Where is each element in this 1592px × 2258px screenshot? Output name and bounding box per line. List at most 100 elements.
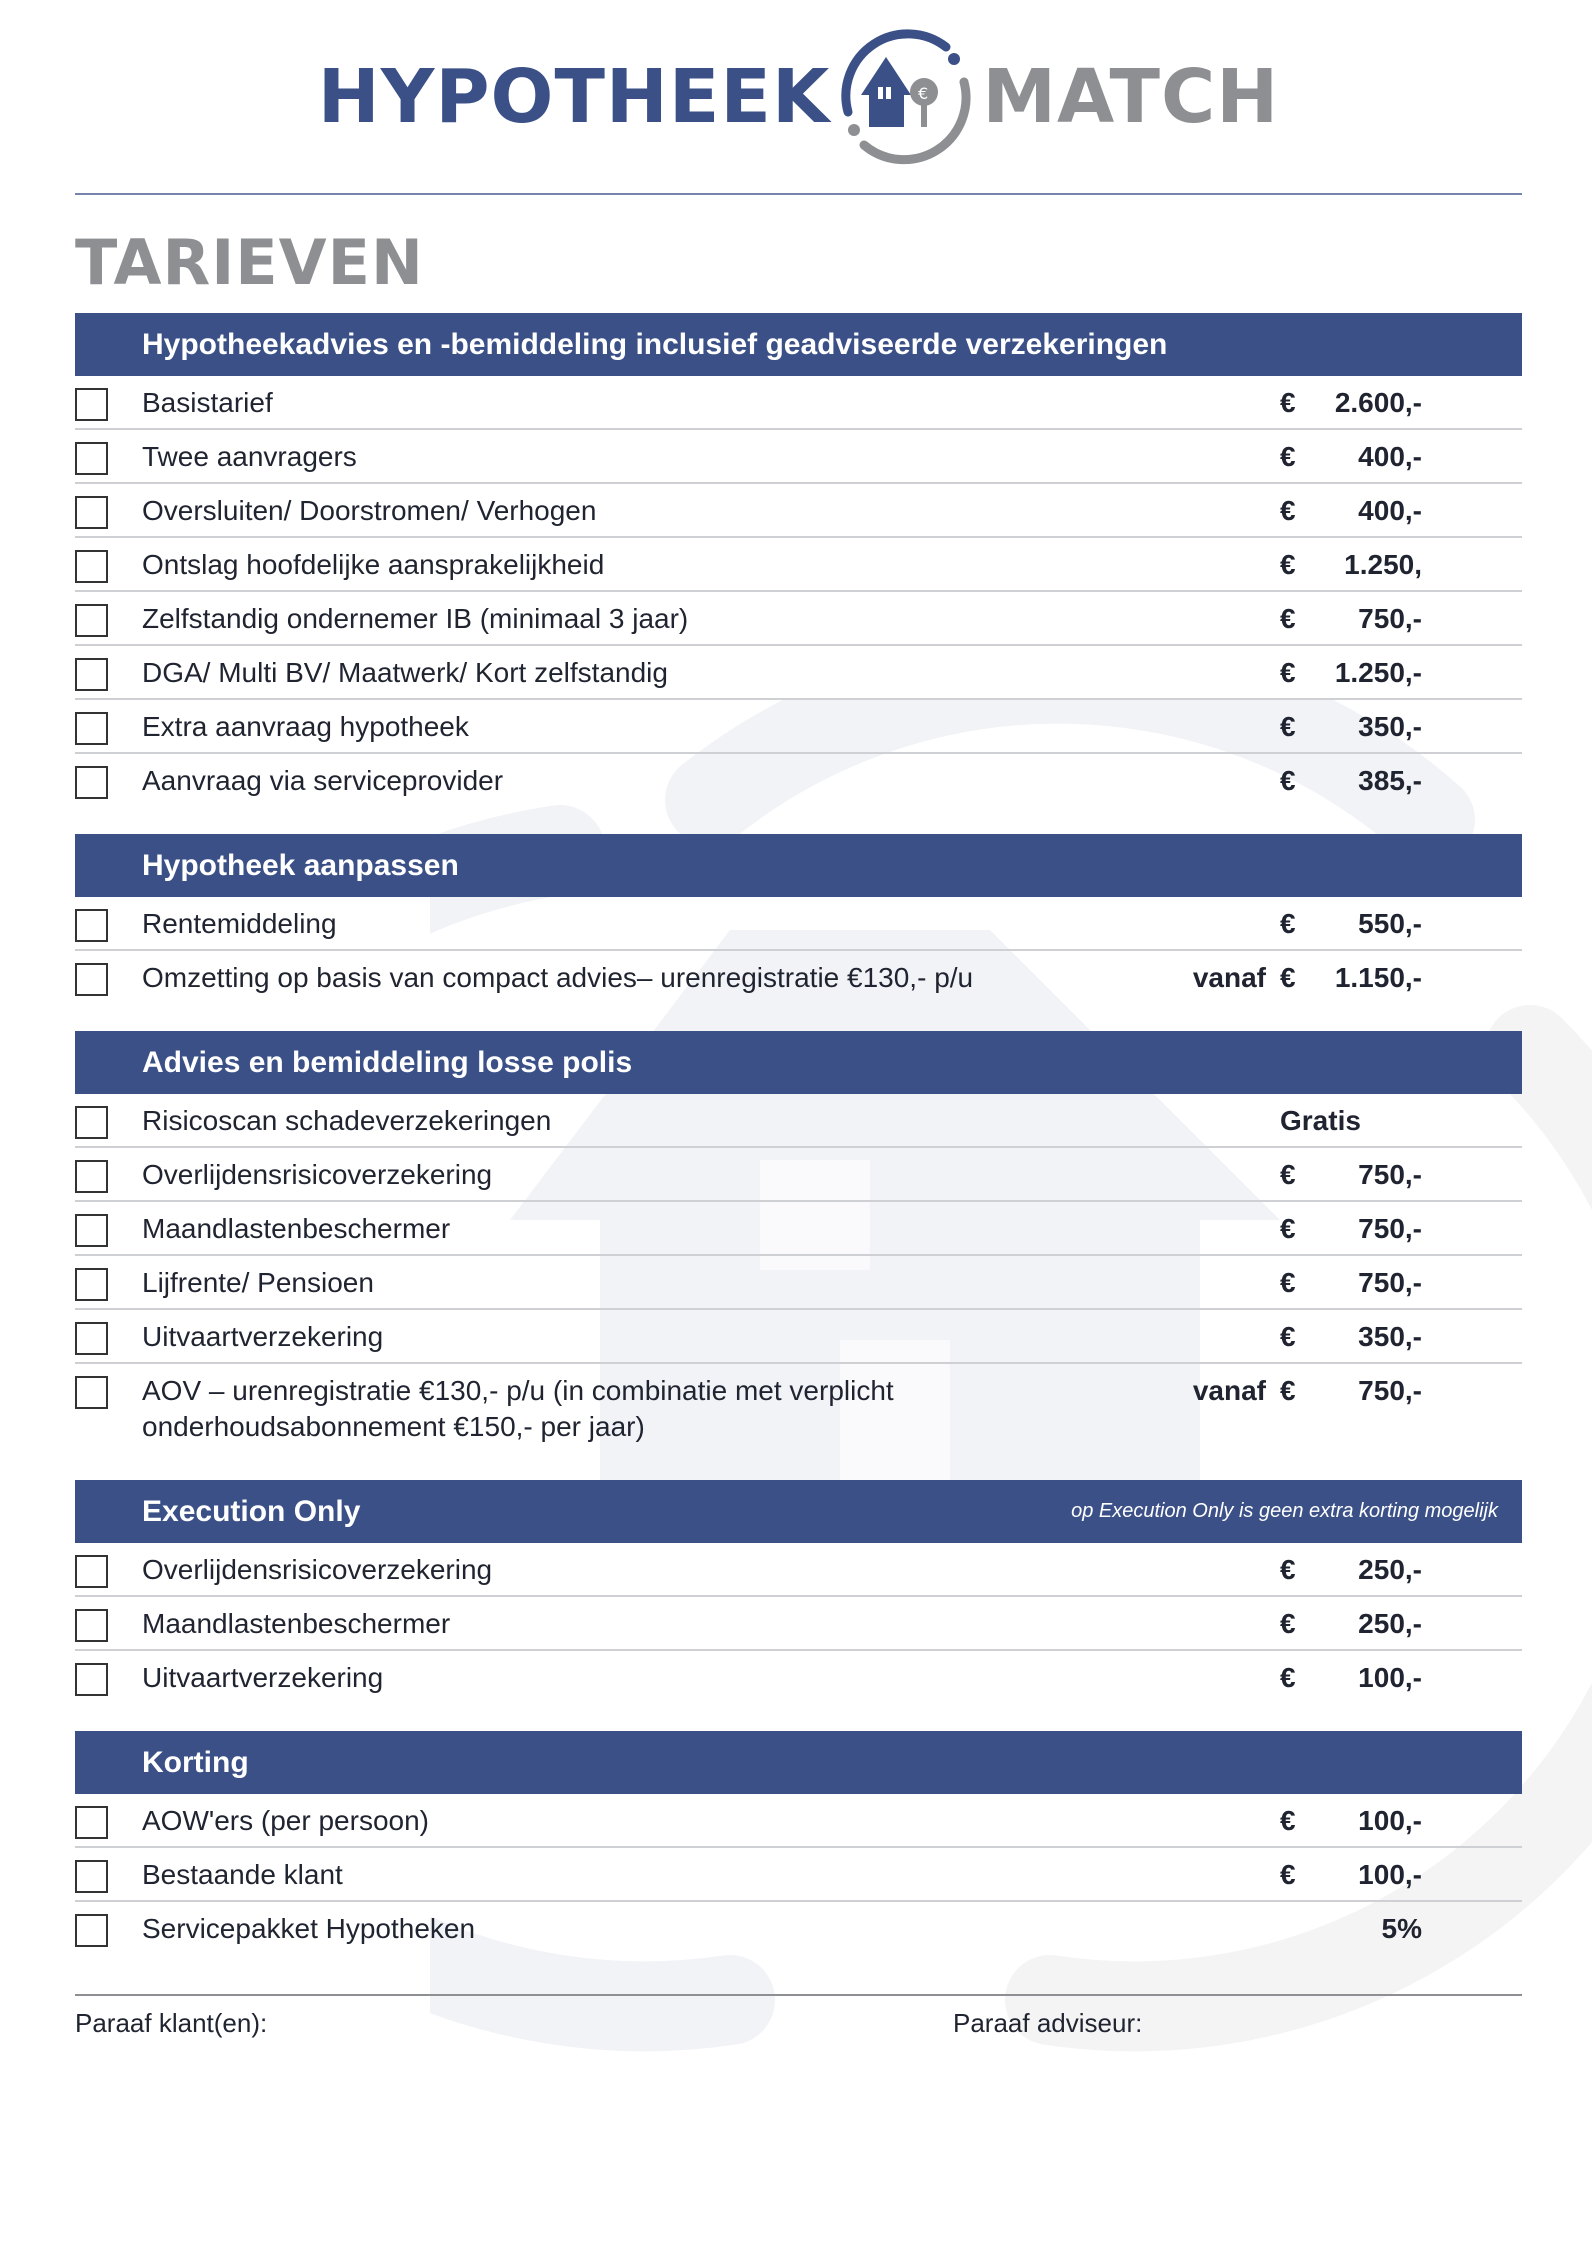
item-label: Overlijdensrisicoverzekering xyxy=(142,1159,493,1190)
checkbox[interactable] xyxy=(75,1268,108,1301)
price-prefix xyxy=(1186,1543,1266,1552)
checkbox[interactable] xyxy=(75,1555,108,1588)
section: Hypotheek aanpassen Rentemiddeling € 550… xyxy=(75,834,1522,1003)
checkbox[interactable] xyxy=(75,442,108,475)
price-row: Risicoscan schadeverzekeringen Gratis xyxy=(75,1094,1522,1148)
section: Execution Only op Execution Only is geen… xyxy=(75,1480,1522,1703)
signature-line: Paraaf klant(en): Paraaf adviseur: xyxy=(75,1994,1522,2039)
price-prefix xyxy=(1186,1794,1266,1803)
currency-symbol: € xyxy=(1280,1375,1296,1406)
checkbox[interactable] xyxy=(75,1806,108,1839)
currency-symbol: € xyxy=(1280,765,1296,796)
checkbox[interactable] xyxy=(75,712,108,745)
section-note: op Execution Only is geen extra korting … xyxy=(1071,1500,1498,1522)
item-price: 400,- xyxy=(1358,495,1422,526)
price-row: DGA/ Multi BV/ Maatwerk/ Kort zelfstandi… xyxy=(75,646,1522,700)
section-header: Advies en bemiddeling losse polis xyxy=(75,1031,1522,1094)
currency-symbol: € xyxy=(1280,1554,1296,1585)
section-title: Hypotheekadvies en -bemiddeling inclusie… xyxy=(142,327,1168,361)
currency-symbol: € xyxy=(1280,1213,1296,1244)
item-price: 250,- xyxy=(1358,1608,1422,1639)
price-row: Omzetting op basis van compact advies– u… xyxy=(75,951,1522,1003)
currency-symbol: € xyxy=(1280,962,1296,993)
checkbox[interactable] xyxy=(75,1214,108,1247)
logo-text-hypotheek: HYPOTHEEK xyxy=(317,53,831,140)
price-prefix xyxy=(1186,1256,1266,1265)
section-title: Execution Only xyxy=(142,1494,361,1528)
item-price: 750,- xyxy=(1358,603,1422,634)
section-header: Hypotheek aanpassen xyxy=(75,834,1522,897)
item-price: 2.600,- xyxy=(1334,387,1422,418)
item-price: 400,- xyxy=(1358,441,1422,472)
currency-symbol: € xyxy=(1280,1805,1296,1836)
price-prefix xyxy=(1186,646,1266,655)
checkbox[interactable] xyxy=(75,496,108,529)
checkbox[interactable] xyxy=(75,1914,108,1947)
price-row: AOW'ers (per persoon) € 100,- xyxy=(75,1794,1522,1848)
price-row: Lijfrente/ Pensioen € 750,- xyxy=(75,1256,1522,1310)
item-price: 5% xyxy=(1381,1913,1422,1944)
item-label: Basistarief xyxy=(142,387,273,418)
checkbox[interactable] xyxy=(75,766,108,799)
item-price: 1.250,- xyxy=(1334,657,1422,688)
price-prefix: vanaf xyxy=(1192,1375,1266,1406)
advisor-signature-label: Paraaf adviseur: xyxy=(953,2008,1143,2038)
item-price: 550,- xyxy=(1358,908,1422,939)
price-row: Rentemiddeling € 550,- xyxy=(75,897,1522,951)
price-row: Overlijdensrisicoverzekering € 750,- xyxy=(75,1148,1522,1202)
section-header: Korting xyxy=(75,1731,1522,1794)
page-title: TARIEVEN xyxy=(75,226,424,299)
checkbox[interactable] xyxy=(75,1663,108,1696)
currency-symbol: € xyxy=(1280,657,1296,688)
price-row: Ontslag hoofdelijke aansprakelijkheid € … xyxy=(75,538,1522,592)
currency-symbol xyxy=(1280,1902,1310,1911)
price-prefix xyxy=(1186,754,1266,763)
checkbox[interactable] xyxy=(75,1160,108,1193)
price-row: Aanvraag via serviceprovider € 385,- xyxy=(75,754,1522,806)
checkbox[interactable] xyxy=(75,1376,108,1409)
checkbox[interactable] xyxy=(75,1860,108,1893)
price-row: Maandlastenbeschermer € 250,- xyxy=(75,1597,1522,1651)
price-row: Servicepakket Hypotheken 5% xyxy=(75,1902,1522,1954)
item-price: 750,- xyxy=(1358,1159,1422,1190)
item-label: Risicoscan schadeverzekeringen xyxy=(142,1105,552,1136)
price-prefix xyxy=(1186,376,1266,385)
price-prefix xyxy=(1186,538,1266,547)
item-price: 750,- xyxy=(1358,1375,1422,1406)
checkbox[interactable] xyxy=(75,909,108,942)
currency-symbol: € xyxy=(1280,908,1296,939)
item-label: Uitvaartverzekering xyxy=(142,1662,384,1693)
price-row: Overlijdensrisicoverzekering € 250,- xyxy=(75,1543,1522,1597)
section-header: Execution Only op Execution Only is geen… xyxy=(75,1480,1522,1543)
item-label: DGA/ Multi BV/ Maatwerk/ Kort zelfstandi… xyxy=(142,657,668,688)
checkbox[interactable] xyxy=(75,658,108,691)
price-row: Uitvaartverzekering € 350,- xyxy=(75,1310,1522,1364)
price-prefix xyxy=(1186,1310,1266,1319)
section-title: Hypotheek aanpassen xyxy=(142,848,459,882)
checkbox[interactable] xyxy=(75,963,108,996)
currency-symbol: € xyxy=(1280,1267,1296,1298)
section: Korting AOW'ers (per persoon) € 100,- Be… xyxy=(75,1731,1522,1954)
checkbox[interactable] xyxy=(75,388,108,421)
checkbox[interactable] xyxy=(75,1322,108,1355)
item-label: Uitvaartverzekering xyxy=(142,1321,384,1352)
item-price: 385,- xyxy=(1358,765,1422,796)
currency-symbol: € xyxy=(1280,711,1296,742)
item-price: 250,- xyxy=(1358,1554,1422,1585)
item-price: Gratis xyxy=(1280,1105,1361,1136)
checkbox[interactable] xyxy=(75,1609,108,1642)
header-divider xyxy=(75,193,1522,195)
item-label: Omzetting op basis van compact advies– u… xyxy=(142,962,974,993)
checkbox[interactable] xyxy=(75,604,108,637)
price-prefix xyxy=(1186,592,1266,601)
checkbox[interactable] xyxy=(75,550,108,583)
item-label: Lijfrente/ Pensioen xyxy=(142,1267,374,1298)
price-prefix xyxy=(1186,1902,1266,1911)
checkbox[interactable] xyxy=(75,1106,108,1139)
item-price: 1.250, xyxy=(1344,549,1422,580)
item-label: Rentemiddeling xyxy=(142,908,337,939)
item-label: Servicepakket Hypotheken xyxy=(142,1913,476,1944)
item-label: AOW'ers (per persoon) xyxy=(142,1805,429,1836)
price-prefix xyxy=(1186,430,1266,439)
currency-symbol: € xyxy=(1280,1608,1296,1639)
